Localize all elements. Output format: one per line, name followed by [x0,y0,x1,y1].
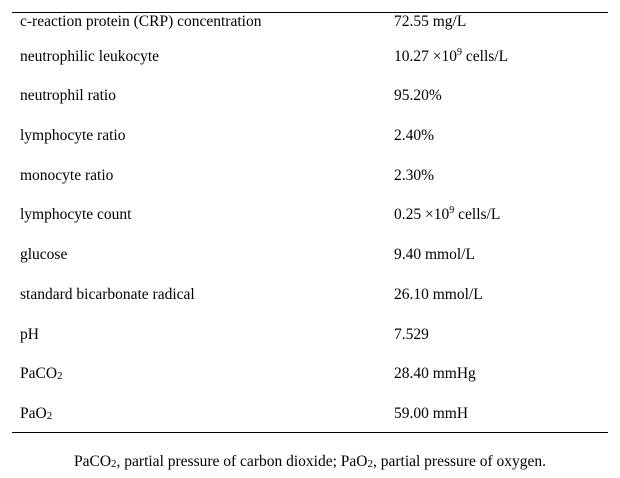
label-subscript: 2 [57,370,63,383]
table-row-neutrophilic-leukocyte: neutrophilic leukocyte 10.27 ×109 cells/… [12,35,608,75]
row-label: lymphocyte ratio [20,127,126,145]
footnote-text: , partial pressure of carbon dioxide; Pa… [116,453,368,470]
lab-results-table: c-reaction protein (CRP) concentration 7… [12,12,608,433]
table-row-neutrophil-ratio: neutrophil ratio 95.20% [12,75,608,115]
row-value: 9.40 mmol/L [394,246,475,264]
table-row-crp: c-reaction protein (CRP) concentration 7… [12,13,608,35]
row-label: lymphocyte count [20,206,132,224]
row-value: 2.40% [394,127,435,145]
table-row-lymphocyte-ratio: lymphocyte ratio 2.40% [12,114,608,154]
value-exponent: 9 [449,205,455,217]
value-number: 0.25 ×10 [394,206,450,224]
footnote-text: , partial pressure of oxygen. [372,453,546,470]
table-row-lymphocyte-count: lymphocyte count 0.25 ×109 cells/L [12,194,608,234]
row-value: 59.00 mmH [394,404,469,422]
row-label: pH [20,325,39,343]
footnote-subscript: 2 [111,458,117,470]
row-label: PaCO2 [20,365,63,383]
row-label: c-reaction protein (CRP) concentration [20,13,262,30]
row-value: 7.529 [394,325,429,343]
row-value: 2.30% [394,166,435,184]
row-label: PaO2 [20,405,52,423]
row-value: 0.25 ×109 cells/L [394,206,500,224]
value-exponent: 9 [457,46,462,58]
table-row-pao2: PaO2 59.00 mmH [12,392,608,432]
row-value: 72.55 mg/L [394,13,467,30]
label-subscript: 2 [46,409,53,422]
value-number: 10.27 ×10 [394,47,457,65]
footnote-text: PaCO [73,453,112,470]
row-label: monocyte ratio [20,166,114,184]
row-value: 10.27 ×109 cells/L [394,46,509,66]
row-value: 95.20% [394,87,442,105]
table-row-ph: pH 7.529 [12,313,608,353]
table-row-glucose: glucose 9.40 mmol/L [12,233,608,273]
row-label: glucose [20,246,68,264]
label-text: PaCO [20,365,58,383]
footnote-subscript: 2 [367,458,373,470]
row-label: neutrophilic leukocyte [20,47,160,65]
value-unit: cells/L [454,206,501,224]
table-row-bicarbonate: standard bicarbonate radical 26.10 mmol/… [12,273,608,313]
row-label: standard bicarbonate radical [20,285,195,303]
label-text: PaO [20,404,47,422]
row-value: 26.10 mmol/L [394,285,483,303]
table-row-monocyte-ratio: monocyte ratio 2.30% [12,154,608,194]
table-footnote: PaCO2, partial pressure of carbon dioxid… [0,453,620,471]
value-unit: cells/L [462,47,509,65]
row-label: neutrophil ratio [20,87,116,105]
table-row-paco2: PaCO2 28.40 mmHg [12,353,608,393]
row-value: 28.40 mmHg [394,365,476,383]
